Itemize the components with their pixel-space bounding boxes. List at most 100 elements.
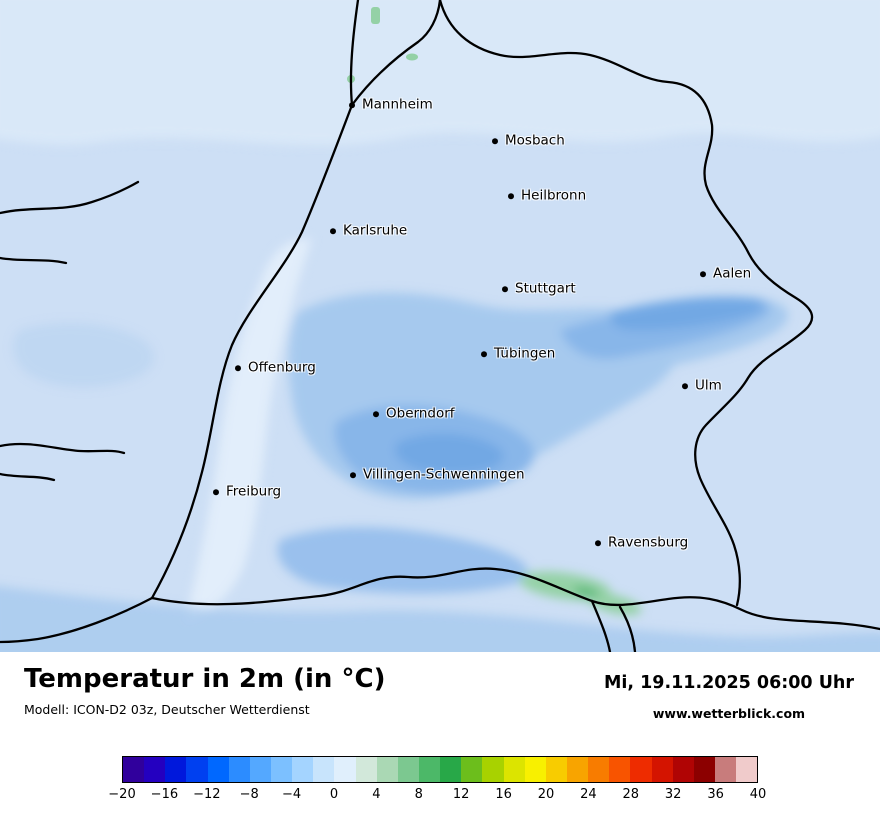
colorbar-segment [165, 757, 187, 782]
border-lines [0, 0, 880, 652]
city-label: Oberndorf [386, 405, 455, 422]
website-link[interactable]: www.wetterblick.com [652, 706, 806, 721]
border-france-3 [0, 442, 126, 455]
colorbar-tick-label: 24 [580, 787, 597, 802]
colorbar-segment [566, 757, 589, 782]
colorbar-segment [228, 757, 250, 782]
temperature-map: Mannheim Mosbach Heilbronn Karlsruhe Stuttga… [0, 0, 880, 652]
model-info: Modell: ICON-D2 03z, Deutscher Wetterdie… [24, 702, 310, 718]
colorbar-tick-label: 28 [622, 787, 640, 802]
city-label: Karlsruhe [343, 222, 408, 239]
colorbar-segment [334, 757, 356, 782]
city-dot [682, 383, 688, 389]
city-label: Ulm [695, 377, 722, 394]
colorbar-segment [651, 757, 673, 782]
city-marker-freiburg: Freiburg [213, 485, 281, 499]
city-label: Freiburg [226, 483, 282, 500]
city-marker-aalen: Aalen [700, 267, 751, 281]
warm-spot-rhein-north [371, 7, 380, 24]
colorbar-segment [249, 757, 271, 782]
warm-band-north [0, 0, 880, 146]
colorbar-segment [609, 757, 631, 782]
colorbar-segment [693, 757, 715, 782]
city-label: Mosbach [505, 132, 565, 149]
colorbar-segment [630, 757, 652, 782]
colorbar-segment [545, 757, 567, 782]
colorbar-tick-label: 20 [537, 787, 555, 802]
colorbar-segment [524, 757, 546, 782]
city-label: Ravensburg [608, 534, 689, 551]
border-south [150, 567, 880, 631]
city-label: Aalen [713, 265, 752, 282]
colorbar-tick-label: −20 [108, 787, 136, 802]
city-dot [700, 271, 706, 277]
warm-spots-north [347, 7, 418, 83]
colorbar-segment [270, 757, 293, 782]
city-marker-stuttgart: Stuttgart [502, 282, 576, 296]
warm-spot-odenwald [406, 53, 418, 61]
border-branch-rhine-knee [618, 605, 637, 652]
colorbar-segment [418, 757, 441, 782]
cold-blob-south [277, 527, 528, 594]
colorbar-segment [292, 757, 314, 782]
city-label: Stuttgart [515, 280, 576, 297]
colorbar-segment [355, 757, 377, 782]
city-marker-oberndorf: Oberndorf [373, 407, 455, 421]
border-northeast-from-mannheim [350, 0, 442, 107]
colorbar-segment [207, 757, 229, 782]
map-footer: Temperatur in 2m (in °C) Modell: ICON-D2… [0, 652, 880, 830]
coldest-pocket-baar [394, 433, 504, 475]
city-marker-offenburg: Offenburg [235, 361, 316, 375]
city-dot [492, 138, 498, 144]
city-marker-t-bingen: Tübingen [481, 347, 555, 361]
city-marker-villingen-schwenningen: Villingen-Schwenningen [350, 468, 525, 482]
colorbar-segment [397, 757, 419, 782]
colorbar-segment [672, 757, 694, 782]
city-marker-mosbach: Mosbach [492, 134, 565, 148]
colorbar-segment [313, 757, 335, 782]
colorbar-tick-label: 12 [452, 787, 470, 802]
city-dot [213, 489, 219, 495]
footer-left: Temperatur in 2m (in °C) Modell: ICON-D2… [24, 664, 385, 721]
colorbar-tick-label: 40 [749, 787, 767, 802]
colorbar-segment [736, 757, 758, 782]
page-title: Temperatur in 2m (in °C) [24, 664, 386, 694]
colorbar-tick-label: −8 [239, 787, 259, 802]
city-dot [350, 472, 356, 478]
rhine-valley-mild-strip [185, 238, 312, 622]
colorbar-tick-label: 0 [329, 787, 339, 802]
city-dot [235, 365, 241, 371]
colorbar-segment [503, 757, 525, 782]
city-marker-ravensburg: Ravensburg [595, 536, 688, 550]
colorbar-segment [482, 757, 504, 782]
border-france-2 [0, 256, 68, 265]
colorbar-tick-label: 4 [372, 787, 381, 802]
border-france-1 [0, 180, 140, 215]
cool-blob-vosges [13, 323, 154, 388]
temperature-field [0, 0, 880, 652]
city-label: Villingen-Schwenningen [363, 466, 525, 483]
colorbar-tick-label: 16 [495, 787, 512, 802]
city-dot [508, 193, 514, 199]
border-rhine-north [349, 0, 360, 107]
temperature-colorbar: −20 −16 −12 −8 −4 0 4 8 12 16 20 24 28 32 36 40 [108, 756, 766, 807]
border-west [150, 103, 354, 600]
colorbar-segment [461, 757, 483, 782]
city-marker-ulm: Ulm [682, 379, 722, 393]
city-label: Tübingen [494, 345, 556, 362]
city-marker-mannheim: Mannheim [349, 98, 433, 112]
colorbar-segment [588, 757, 610, 782]
colorbar-segment [186, 757, 208, 782]
city-dot [349, 102, 355, 108]
city-dot [330, 228, 336, 234]
city-dot [502, 286, 508, 292]
colorbar-tick-label: 32 [664, 787, 682, 802]
city-dot [481, 351, 487, 357]
colorbar-tick-label: 8 [414, 787, 423, 802]
cold-strip-alpine [0, 586, 880, 652]
colorbar-tick-label: −16 [150, 787, 179, 802]
footer-right: Mi, 19.11.2025 06:00 Uhr www.wetterblick… [604, 664, 854, 721]
colorbar-segment [714, 757, 737, 782]
city-label: Mannheim [362, 96, 433, 113]
